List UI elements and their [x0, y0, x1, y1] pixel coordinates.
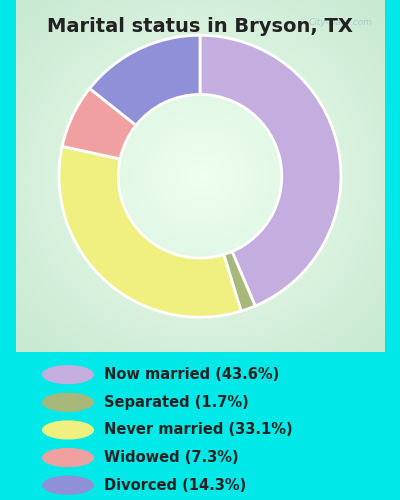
- Wedge shape: [59, 146, 241, 317]
- Circle shape: [42, 448, 94, 467]
- Text: Separated (1.7%): Separated (1.7%): [104, 395, 249, 410]
- Text: Never married (33.1%): Never married (33.1%): [104, 422, 293, 438]
- Circle shape: [42, 392, 94, 412]
- Circle shape: [42, 365, 94, 384]
- Text: City-Data.com: City-Data.com: [309, 18, 373, 26]
- Wedge shape: [224, 252, 255, 311]
- Circle shape: [42, 476, 94, 495]
- Circle shape: [42, 420, 94, 440]
- Text: Widowed (7.3%): Widowed (7.3%): [104, 450, 239, 465]
- Text: Now married (43.6%): Now married (43.6%): [104, 367, 279, 382]
- Text: Divorced (14.3%): Divorced (14.3%): [104, 478, 246, 493]
- Text: Marital status in Bryson, TX: Marital status in Bryson, TX: [47, 18, 353, 36]
- Wedge shape: [90, 35, 200, 126]
- Wedge shape: [62, 88, 136, 159]
- Wedge shape: [200, 35, 341, 306]
